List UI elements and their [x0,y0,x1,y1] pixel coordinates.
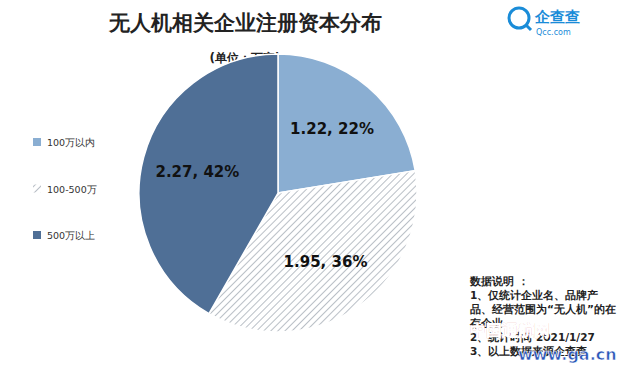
watermark: 中国通航网 www.ga.cn [470,321,617,364]
pie-slice [139,54,278,314]
legend-label: 100-500万 [47,184,97,195]
data-label: 1.95, 36% [284,253,368,271]
logo-url: Qcc.com [536,28,571,37]
logo: 企查查 Qcc.com [509,8,580,37]
chart-svg: 无人机相关企业注册资本分布(单位：万家)企查查Qcc.com1.22, 22%1… [0,0,620,372]
legend-label: 500万以上 [47,230,95,241]
logo-icon [526,25,531,30]
notes-line: 3、以上数据来源企查查 [470,344,618,358]
pie-slice [278,54,415,193]
notes-line: 2、统计时间 2021/1/27 [470,330,618,344]
data-label: 2.27, 42% [155,163,239,181]
legend-label: 100万以内 [47,137,95,148]
legend-swatch [33,185,41,193]
data-label: 1.22, 22% [290,120,374,138]
watermark-url: www.ga.cn [518,345,617,364]
pie [139,54,417,332]
watermark-text: 中国通航网 [470,321,550,340]
notes-heading: 数据说明 ： [470,274,618,288]
legend-swatch [33,231,41,239]
legend-swatch [33,138,41,146]
chart-wrap: 无人机相关企业注册资本分布(单位：万家)企查查Qcc.com1.22, 22%1… [0,0,620,372]
logo-text: 企查查 [534,8,580,26]
watermark-layer: 中国通航网 www.ga.cn [0,0,620,372]
notes-line: 1、仅统计企业名、品牌产品、经营范围为“无人机”的在存企业 [470,288,618,330]
data-labels: 1.22, 22% 1.95, 36% 2.27, 42% [155,120,373,270]
legend: 100万以内 100-500万 500万以上 [33,137,97,241]
notes: 数据说明 ：1、仅统计企业名、品牌产品、经营范围为“无人机”的在存企业2、统计时… [470,274,618,358]
title: 无人机相关企业注册资本分布 [108,11,382,35]
